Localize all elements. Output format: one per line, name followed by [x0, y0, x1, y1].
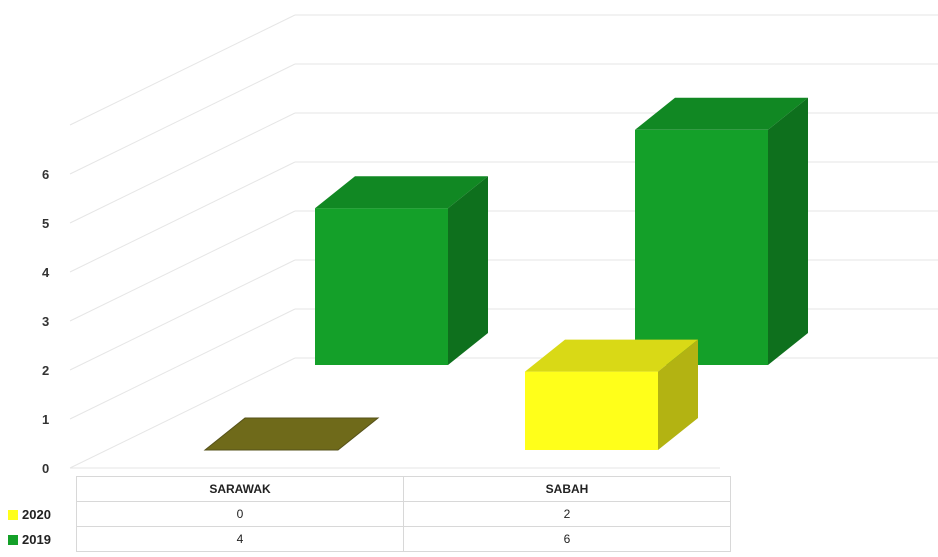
y-tick-label: 0 [42, 461, 49, 476]
y-tick-label: 3 [42, 314, 49, 329]
y-tick-label: 1 [42, 412, 49, 427]
bar-front [315, 208, 448, 365]
gridline-diag [69, 14, 296, 126]
bars [203, 97, 808, 451]
bar-chart: 0 1 2 3 4 5 6 [42, 14, 938, 476]
y-axis: 0 1 2 3 4 5 6 [42, 167, 50, 476]
bar-2020-sabah [525, 339, 698, 450]
gridline-diag [69, 210, 296, 322]
category-label-sarawak: SARAWAK [76, 476, 404, 502]
y-tick-label: 4 [42, 265, 50, 280]
y-tick-label: 6 [42, 167, 49, 182]
gridline-diag [69, 63, 296, 175]
y-tick-label: 2 [42, 363, 49, 378]
legend-entry-2019: 2019 [0, 527, 77, 552]
data-table: SARAWAK SABAH 2020 0 2 2019 4 6 [0, 476, 731, 552]
value-2019-sabah: 6 [403, 526, 731, 552]
bar-2020-sarawak [203, 417, 380, 451]
y-tick-label: 5 [42, 216, 49, 231]
legend-entry-2020: 2020 [0, 502, 77, 527]
value-2020-sabah: 2 [403, 501, 731, 527]
bar-top [525, 339, 698, 372]
data-table-row-2020: 2020 0 2 [0, 501, 731, 527]
data-table-row-2019: 2019 4 6 [0, 526, 731, 552]
gridline-diag [69, 308, 296, 420]
bar-side [658, 339, 698, 450]
legend-key-2020 [8, 510, 18, 521]
legend-label-2019: 2019 [22, 531, 51, 547]
value-2020-sarawak: 0 [76, 501, 404, 527]
data-table-header-row: SARAWAK SABAH [0, 476, 731, 502]
gridline-diag [69, 112, 296, 224]
legend-label-2020: 2020 [22, 506, 51, 522]
bar-front [525, 371, 658, 450]
gridline-diag [69, 161, 296, 273]
bar-top [203, 417, 380, 451]
bar-2019-sarawak [315, 176, 488, 365]
bar-side [448, 176, 488, 365]
legend-key-2019 [8, 535, 18, 546]
bar-side [768, 97, 808, 366]
bar-2019-sabah [635, 97, 808, 366]
bar-front [635, 129, 768, 365]
bar-top [315, 176, 488, 209]
bar-top [635, 97, 808, 130]
gridline-diag [69, 259, 296, 371]
gridline-diag [69, 357, 296, 469]
value-2019-sarawak: 4 [76, 526, 404, 552]
category-label-sabah: SABAH [403, 476, 731, 502]
